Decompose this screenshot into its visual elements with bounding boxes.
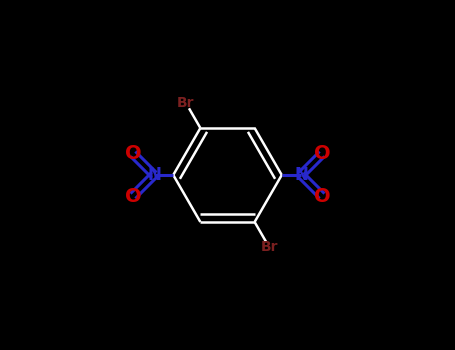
Text: O: O [314,187,330,205]
Text: N: N [294,166,308,184]
Text: Br: Br [177,96,195,110]
Text: O: O [125,145,141,163]
Text: N: N [147,166,161,184]
Text: O: O [125,187,141,205]
Text: Br: Br [260,240,278,254]
Text: O: O [314,145,330,163]
